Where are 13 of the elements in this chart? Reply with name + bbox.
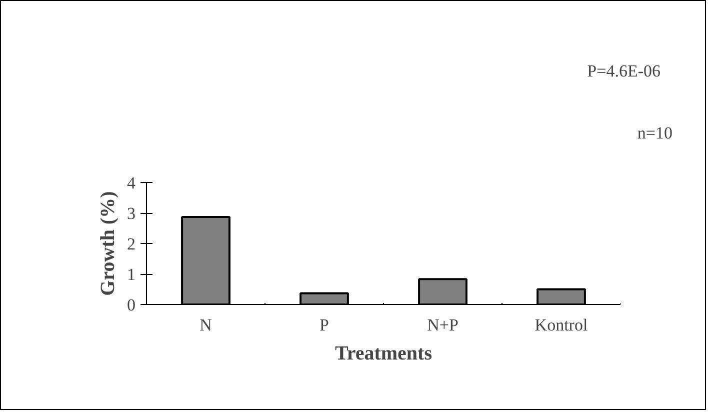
- x-tick-label: N: [200, 316, 212, 334]
- y-tick-label: 1: [127, 265, 136, 284]
- x-tick-label: N+P: [427, 316, 458, 334]
- y-tick-label: 0: [127, 296, 136, 314]
- y-axis-title: Growth (%): [97, 191, 119, 296]
- y-tick-label: 4: [127, 174, 136, 192]
- text: n=10: [637, 124, 673, 142]
- x-tick-label: Kontrol: [534, 316, 588, 334]
- x-tick-label: P: [320, 316, 329, 334]
- y-tick-label: 3: [127, 204, 136, 223]
- y-tick-label: 2: [127, 234, 136, 254]
- text: P=4.6E-06: [587, 62, 661, 80]
- x-axis-title: Treatments: [334, 342, 432, 364]
